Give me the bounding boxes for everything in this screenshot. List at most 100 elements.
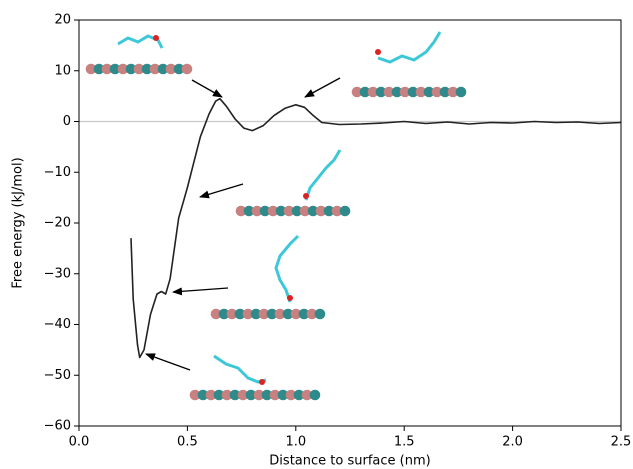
y-tick-label: −20 [44,216,71,231]
x-tick-label: 0.0 [69,435,90,450]
x-tick-label: 2.5 [611,435,632,450]
slab-atom [301,389,313,401]
slab-atom [93,63,105,75]
slab-atom [447,86,459,98]
slab-atom [221,389,233,401]
x-tick-label: 0.5 [177,435,198,450]
arrow [145,353,191,371]
slab-atom [234,308,246,320]
slab-atom [291,205,303,217]
slab-atom [282,308,294,320]
molecule [377,31,442,64]
x-axis-label: Distance to surface (nm) [269,454,430,469]
illustrations [85,31,467,401]
slab-atom [259,205,271,217]
y-axis-label: Free energy (kJ/mol) [11,157,26,288]
atom [375,49,381,55]
slab-atom [415,86,427,98]
x-tick-label: 1.5 [394,435,415,450]
molecule [274,234,300,303]
slab-atom [274,308,286,320]
slab-atom [149,63,161,75]
slab-atom [226,308,238,320]
slab-atom [307,205,319,217]
arrow [191,79,223,98]
slab-atom [85,63,97,75]
slab-atom [250,308,262,320]
slab-atom [439,86,451,98]
slab-atom [197,389,209,401]
slab-atom [261,389,273,401]
slab-atom [189,389,201,401]
y-tick-label: −40 [44,317,71,332]
slab-atom [181,63,193,75]
slab-atom [283,205,295,217]
slab-atom [277,389,289,401]
slab-atom [213,389,225,401]
slab-atom [109,63,121,75]
atom [259,379,265,385]
slab-atom [117,63,129,75]
y-tick-label: −30 [44,266,71,281]
slab-atom [293,389,305,401]
slab-atom [367,86,379,98]
slab-atom [383,86,395,98]
slab-atom [253,389,265,401]
slab-atom [266,308,278,320]
y-tick-label: −10 [44,165,71,180]
slab-atom [157,63,169,75]
slab-atom [243,205,255,217]
slab-atom [229,389,241,401]
slab-atom [431,86,443,98]
arrow [304,77,341,98]
slab-atom [455,86,467,98]
slab-atom [210,308,222,320]
x-tick-label: 1.0 [285,435,306,450]
atom [287,295,293,301]
slab-atom [299,205,311,217]
slab-atom [237,389,249,401]
atom [303,193,309,199]
slab-atom [298,308,310,320]
y-tick-label: 20 [54,13,71,28]
x-tick-label: 2.0 [502,435,523,450]
y-tick-label: 0 [63,114,71,129]
slab-atom [351,86,363,98]
slab-atom [285,389,297,401]
y-tick-label: 10 [54,63,71,78]
slab-atom [133,63,145,75]
slab-atom [423,86,435,98]
slab-atom [235,205,247,217]
slab-atom [331,205,343,217]
arrow [199,183,244,199]
slab-atom [101,63,113,75]
slab-atom [218,308,230,320]
slab-atom [290,308,302,320]
slab-atom [306,308,318,320]
slab-atom [391,86,403,98]
y-tick-label: −60 [44,419,71,434]
slab-atom [251,205,263,217]
molecule [117,34,164,49]
slab-atom [399,86,411,98]
slab-atom [173,63,185,75]
slab-atom [375,86,387,98]
slab-atom [269,389,281,401]
slab-atom [309,389,321,401]
slab-atom [315,205,327,217]
slab-atom [165,63,177,75]
slab-atom [314,308,326,320]
slab-atom [245,389,257,401]
molecule [213,354,267,384]
plot-frame [78,19,622,427]
atom [153,35,159,41]
slab-atom [267,205,279,217]
slab-atom [275,205,287,217]
y-tick-label: −50 [44,368,71,383]
slab-atom [323,205,335,217]
slab-atom [205,389,217,401]
arrow [172,287,229,296]
data-line [130,97,622,359]
